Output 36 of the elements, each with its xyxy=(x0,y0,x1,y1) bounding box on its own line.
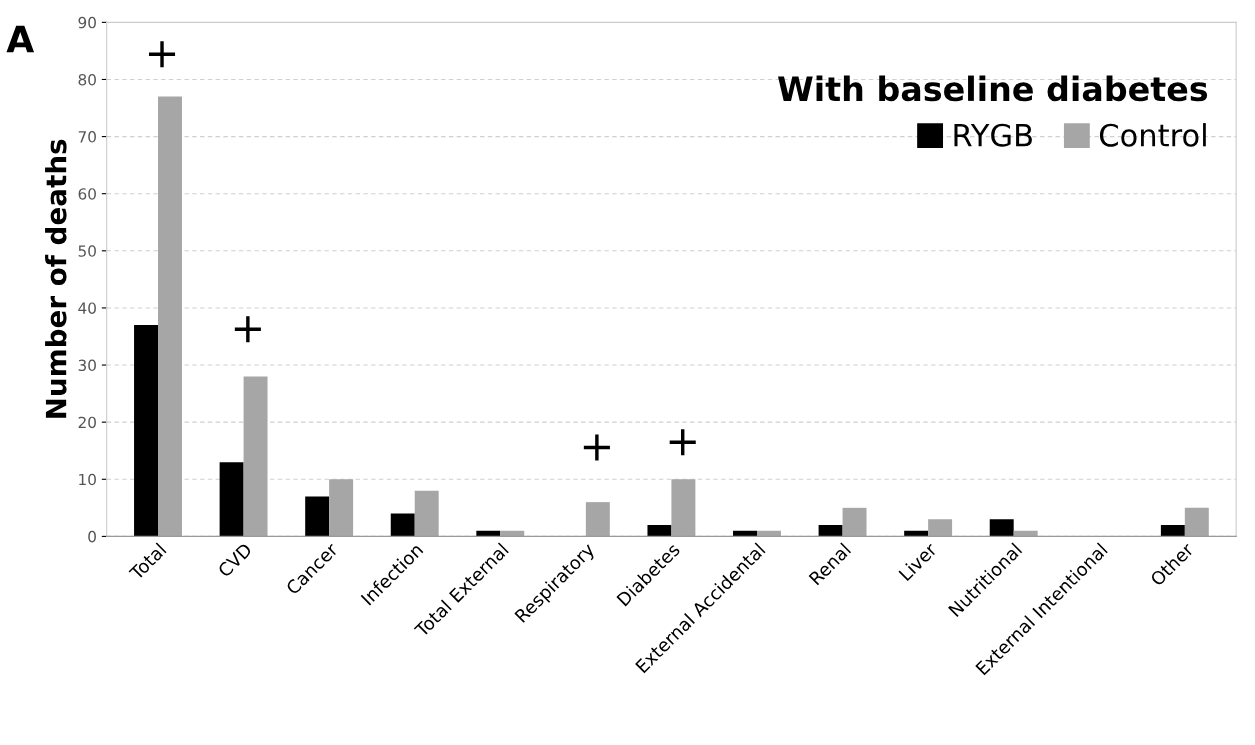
y-tick-label: 40 xyxy=(78,302,96,314)
text: A xyxy=(6,25,35,53)
bar xyxy=(305,496,330,537)
bar xyxy=(1160,524,1185,537)
bar xyxy=(928,519,953,537)
bar xyxy=(842,507,867,537)
bar xyxy=(647,524,672,537)
y-tick-label: 10 xyxy=(79,473,96,486)
y-tick-label: 0 xyxy=(88,530,96,543)
annotation: + xyxy=(148,41,176,68)
bar xyxy=(989,519,1014,537)
bar xyxy=(818,524,843,537)
bar xyxy=(329,479,354,537)
bar xyxy=(585,502,610,537)
y-tick-label: 90 xyxy=(78,16,96,29)
bar xyxy=(390,513,415,537)
legend-label: Control xyxy=(1099,123,1206,147)
annotation: + xyxy=(234,316,261,343)
bar xyxy=(158,96,182,537)
bar xyxy=(414,490,439,537)
y-axis-title: Number of deaths xyxy=(45,139,67,418)
y-tick-label: 30 xyxy=(78,359,96,372)
y-tick-label: 20 xyxy=(78,416,96,429)
bar xyxy=(134,325,159,537)
bar xyxy=(219,462,244,537)
y-tick-label: 60 xyxy=(78,188,96,200)
annotation: + xyxy=(583,434,610,461)
y-tick-label: 80 xyxy=(78,73,96,86)
bar xyxy=(671,479,696,537)
annotation: + xyxy=(669,429,696,456)
legend-title: With baseline diabetes xyxy=(777,75,1208,102)
bar xyxy=(243,376,268,537)
legend-label: RYGB xyxy=(954,123,1032,147)
bar xyxy=(1184,507,1209,537)
y-tick-label: 70 xyxy=(78,131,96,143)
y-tick-label: 50 xyxy=(78,245,96,257)
